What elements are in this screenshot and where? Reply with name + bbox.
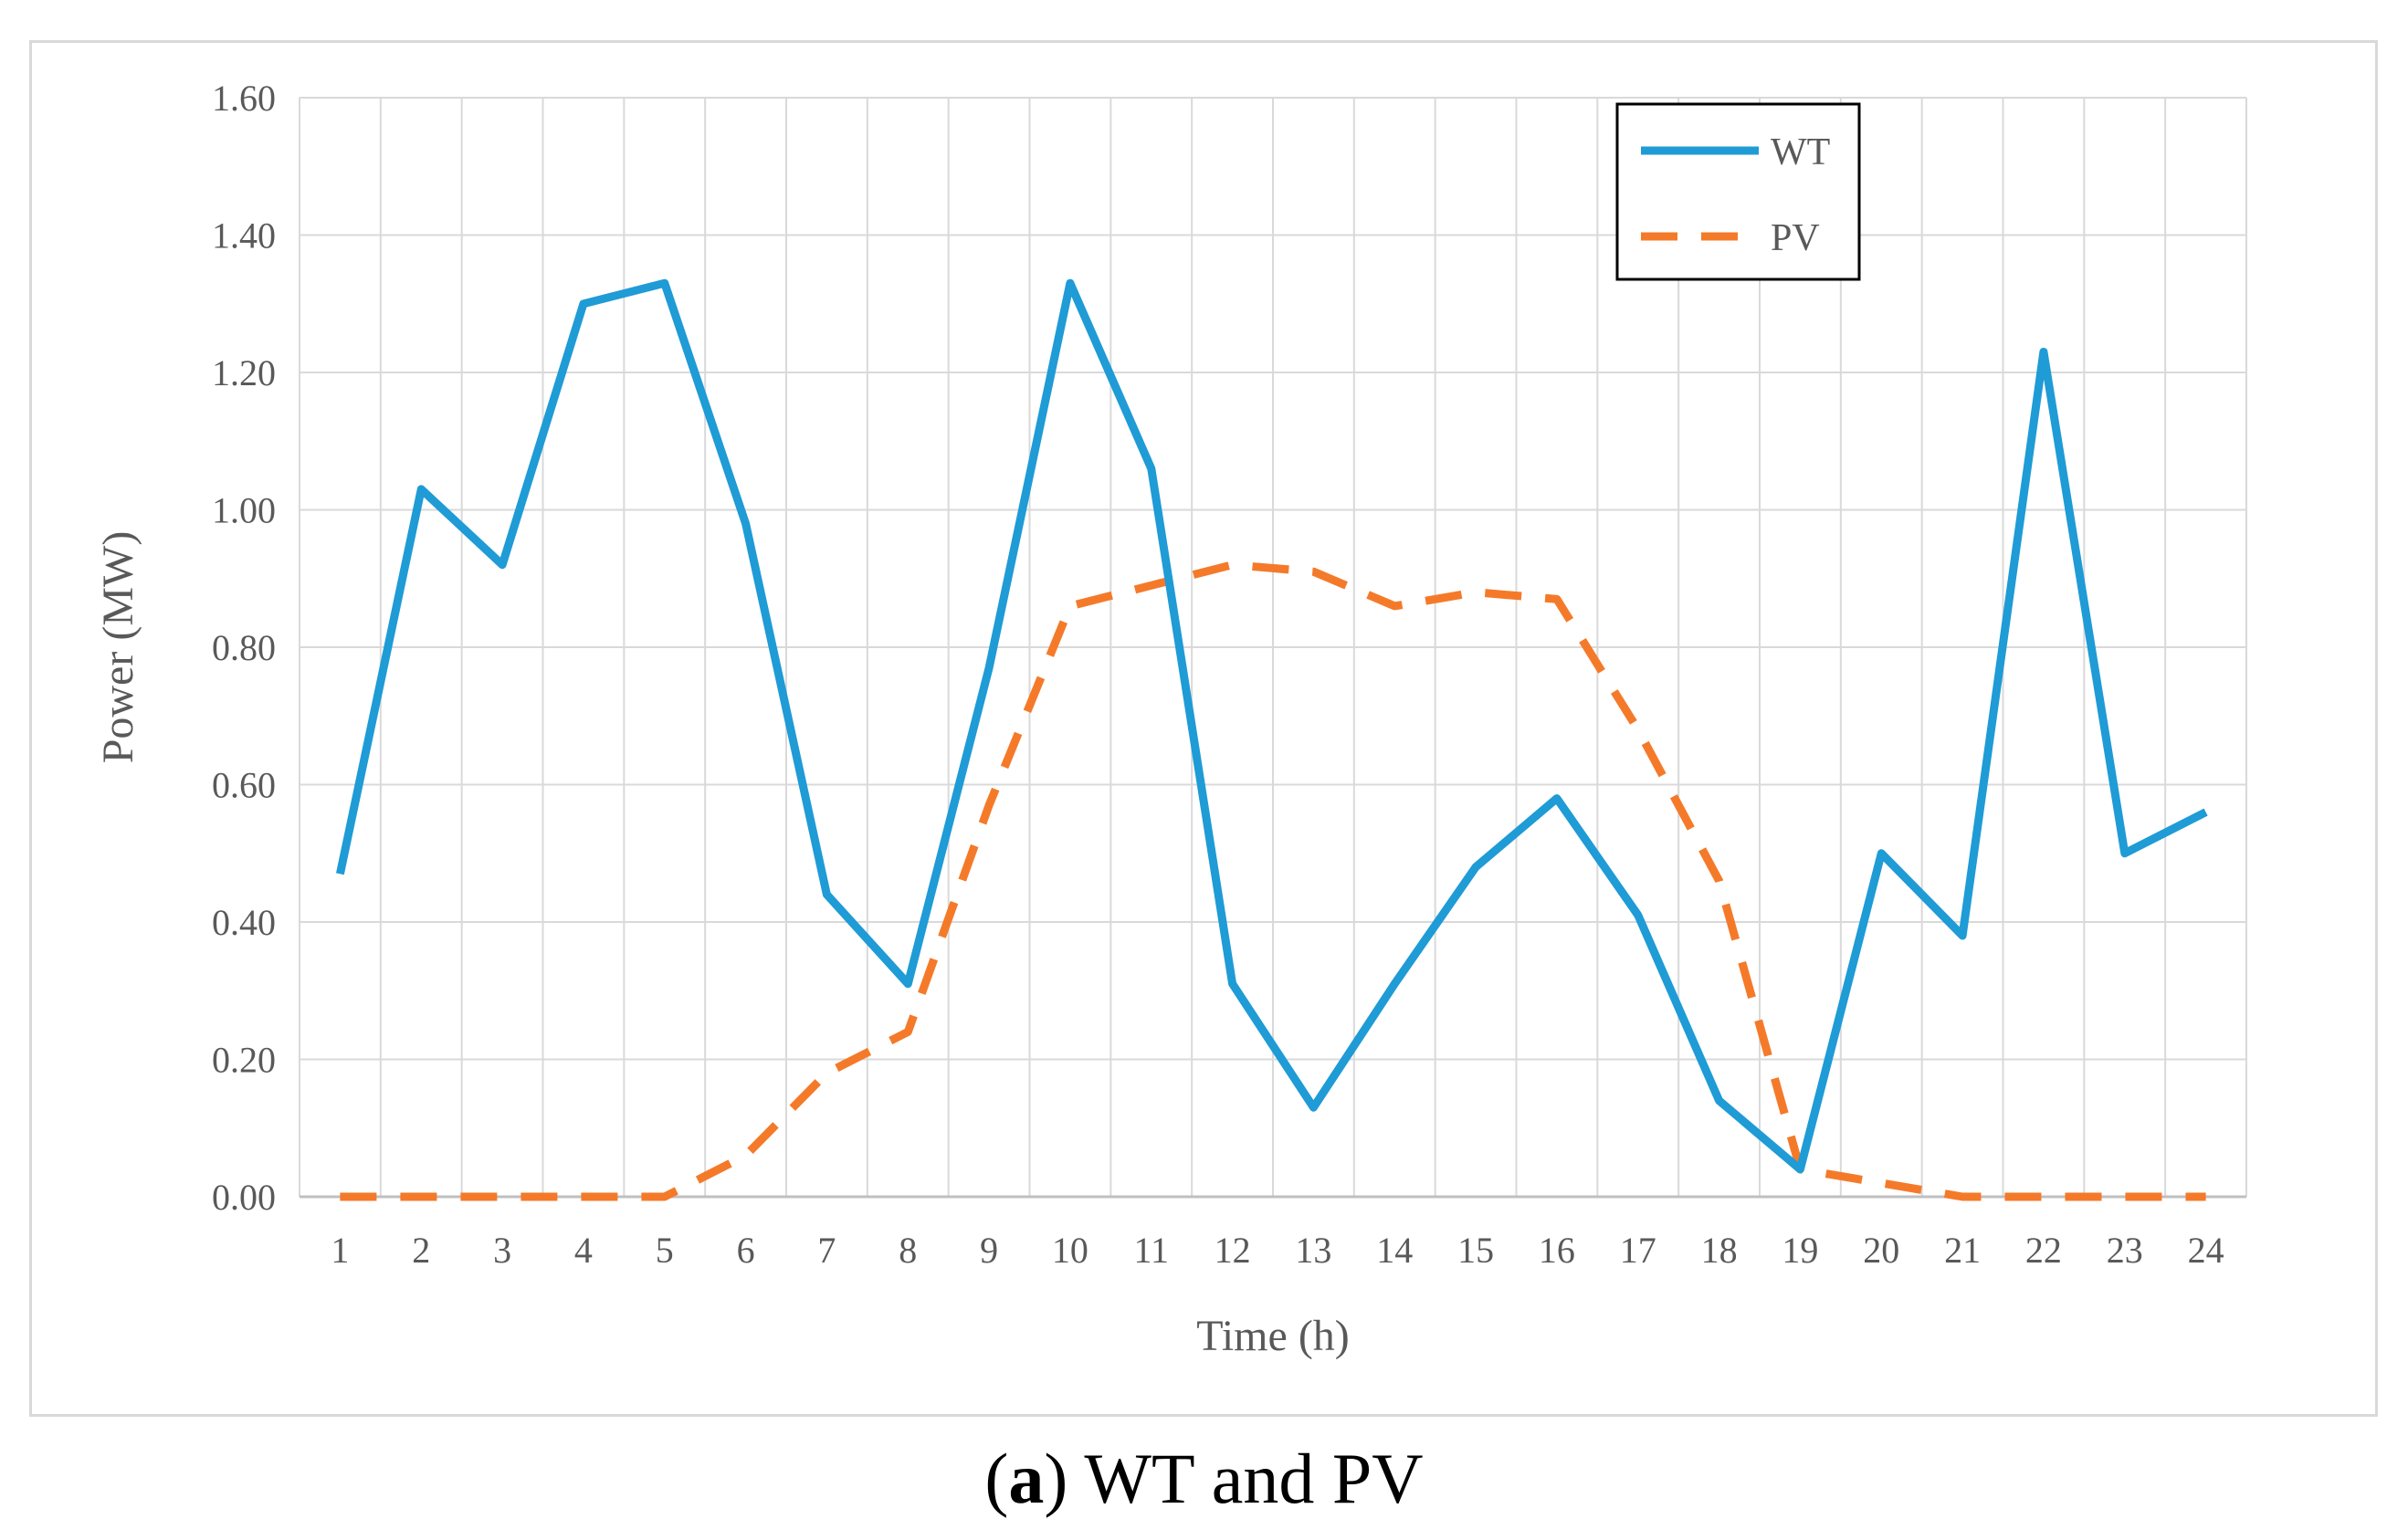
- x-tick-label: 8: [899, 1230, 917, 1271]
- x-tick-label: 13: [1295, 1230, 1331, 1271]
- y-tick-labels: 0.00 0.20 0.40 0.60 0.80 1.00 1.20 1.40 1.60: [212, 78, 276, 1218]
- x-tick-label: 6: [737, 1230, 755, 1271]
- figure-caption: (a) WT and PV: [0, 1429, 2408, 1529]
- series-lines: [335, 278, 2208, 1201]
- y-tick-label: 0.20: [212, 1040, 276, 1081]
- x-tick-label: 17: [1620, 1230, 1656, 1271]
- y-tick-label: 0.00: [212, 1177, 276, 1218]
- legend-label-pv: PV: [1771, 217, 1820, 259]
- caption-open: (: [984, 1439, 1009, 1518]
- legend-label-wt: WT: [1771, 131, 1830, 173]
- x-tick-label: 20: [1863, 1230, 1899, 1271]
- x-tick-label: 4: [574, 1230, 593, 1271]
- y-tick-label: 1.60: [212, 78, 276, 119]
- gridlines: [299, 97, 2247, 1199]
- x-tick-label: 15: [1457, 1230, 1494, 1271]
- x-tick-label: 23: [2107, 1230, 2143, 1271]
- y-tick-label: 1.00: [212, 490, 276, 531]
- x-tick-label: 7: [817, 1230, 836, 1271]
- x-tick-label: 22: [2025, 1230, 2062, 1271]
- x-tick-label: 3: [493, 1230, 511, 1271]
- x-tick-label: 19: [1782, 1230, 1818, 1271]
- x-tick-label: 14: [1376, 1230, 1413, 1271]
- x-tick-label: 24: [2188, 1230, 2224, 1271]
- x-tick-label: 12: [1215, 1230, 1251, 1271]
- x-axis-title: Time (h): [1196, 1312, 1350, 1360]
- y-tick-label: 0.60: [212, 765, 276, 806]
- y-tick-label: 1.40: [212, 215, 276, 257]
- y-tick-label: 0.40: [212, 902, 276, 943]
- x-tick-labels: 1 2 3 4 5 6 7 8 9 10 11 12 13 14 15 16 17 18 19 20 21 22 23 24: [331, 1230, 2224, 1271]
- series-line-wt: [335, 278, 2208, 1174]
- x-tick-label: 21: [1944, 1230, 1981, 1271]
- x-tick-label: 18: [1701, 1230, 1738, 1271]
- x-tick-label: 1: [331, 1230, 349, 1271]
- legend: WT PV: [1615, 102, 1861, 281]
- caption-text: ) WT and PV: [1044, 1439, 1424, 1518]
- x-tick-label: 16: [1539, 1230, 1575, 1271]
- y-tick-label: 1.20: [212, 352, 276, 393]
- y-tick-label: 0.80: [212, 627, 276, 668]
- series-line-pv: [340, 560, 2206, 1201]
- x-tick-label: 11: [1133, 1230, 1169, 1271]
- x-tick-label: 5: [656, 1230, 674, 1271]
- x-tick-label: 10: [1052, 1230, 1088, 1271]
- x-tick-label: 9: [980, 1230, 998, 1271]
- x-tick-label: 2: [412, 1230, 430, 1271]
- caption-letter: a: [1008, 1439, 1045, 1518]
- y-axis-title: Power (MW): [94, 531, 142, 764]
- legend-box: [1615, 102, 1861, 281]
